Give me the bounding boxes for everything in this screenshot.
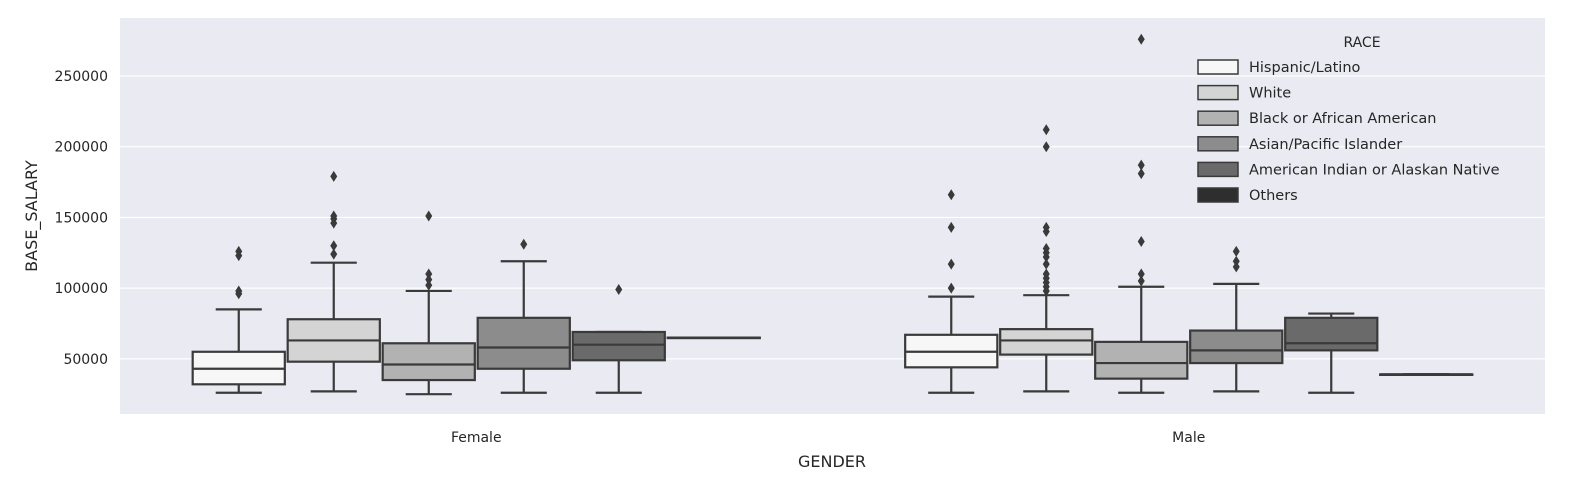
outlier-point xyxy=(947,258,955,270)
outlier-point xyxy=(1137,275,1145,287)
box-asian-pacific-islander-female xyxy=(476,238,571,394)
outlier-point xyxy=(1137,159,1145,171)
outlier-point xyxy=(1137,33,1145,45)
outlier-point xyxy=(947,282,955,294)
box-iqr xyxy=(999,328,1094,356)
outlier-point xyxy=(520,238,528,250)
outlier-point xyxy=(425,268,433,280)
outlier-point xyxy=(425,210,433,222)
outlier-point xyxy=(330,170,338,182)
outlier-point xyxy=(1232,261,1240,273)
outlier-point xyxy=(1042,268,1050,280)
outlier-point xyxy=(1042,221,1050,233)
x-tick-label: Female xyxy=(451,430,502,446)
box-hispanic-latino-female xyxy=(191,245,286,394)
outlier-point xyxy=(1042,243,1050,255)
y-axis-title: BASE_SALARY xyxy=(22,160,42,272)
legend-title: RACE xyxy=(1343,35,1380,51)
legend-label: White xyxy=(1249,86,1291,102)
y-tick-label: 100000 xyxy=(55,281,108,297)
outlier-point xyxy=(1137,235,1145,247)
legend-label: American Indian or Alaskan Native xyxy=(1249,162,1500,178)
box-asian-pacific-islander-male xyxy=(1189,245,1284,393)
y-tick-label: 250000 xyxy=(55,69,108,85)
box-iqr xyxy=(1284,316,1379,352)
box-iqr xyxy=(381,342,476,382)
legend-swatch xyxy=(1197,84,1239,101)
box-iqr xyxy=(1189,329,1284,365)
outlier-point xyxy=(330,240,338,252)
outlier-point xyxy=(615,284,623,296)
box-iqr xyxy=(571,330,666,362)
y-axis-ticks: 50000 100000 150000 200000 250000 xyxy=(55,69,108,368)
x-tick-label: Male xyxy=(1172,430,1205,446)
outlier-point xyxy=(1232,255,1240,267)
outlier-point xyxy=(235,245,243,257)
outlier-point xyxy=(1042,141,1050,153)
legend-label: Hispanic/Latino xyxy=(1249,60,1361,76)
y-tick-label: 150000 xyxy=(55,210,108,226)
legend-swatch xyxy=(1197,136,1239,152)
legend-label: Others xyxy=(1249,188,1298,204)
legend-swatch xyxy=(1197,161,1239,178)
outlier-point xyxy=(947,189,955,201)
box-black-or-african-american-female xyxy=(381,210,476,396)
y-tick-label: 200000 xyxy=(55,140,108,156)
outlier-point xyxy=(330,248,338,260)
legend-swatch xyxy=(1197,187,1239,203)
outlier-point xyxy=(1137,168,1145,180)
outlier-point xyxy=(1137,268,1145,280)
box-black-or-african-american-male xyxy=(1094,33,1189,394)
box-white-female xyxy=(286,170,381,393)
outlier-point xyxy=(425,279,433,291)
legend: RACE Hispanic/Latino White Black or Africa… xyxy=(1197,35,1500,204)
box-white-male xyxy=(999,124,1094,393)
x-axis-ticks: Female Male xyxy=(451,430,1205,446)
box-hispanic-latino-male xyxy=(904,189,999,394)
outlier-point xyxy=(947,221,955,233)
box-marks xyxy=(191,33,1474,396)
outlier-point xyxy=(1232,245,1240,257)
box-others-female xyxy=(666,336,761,340)
box-iqr xyxy=(1094,340,1189,380)
box-american-indian-or-alaskan-native-female xyxy=(571,284,666,394)
legend-label: Asian/Pacific Islander xyxy=(1249,137,1402,153)
legend-swatch xyxy=(1197,59,1239,75)
box-iqr xyxy=(476,316,571,370)
outlier-point xyxy=(330,210,338,222)
outlier-point xyxy=(1042,124,1050,136)
legend-swatch xyxy=(1197,110,1239,126)
outlier-point xyxy=(1042,258,1050,270)
box-american-indian-or-alaskan-native-male xyxy=(1284,312,1379,394)
y-tick-label: 50000 xyxy=(63,352,108,368)
outlier-point xyxy=(235,285,243,297)
outlier-point xyxy=(425,274,433,286)
box-others-male xyxy=(1379,373,1474,376)
x-axis-title: GENDER xyxy=(798,452,866,471)
legend-label: Black or African American xyxy=(1249,111,1436,127)
